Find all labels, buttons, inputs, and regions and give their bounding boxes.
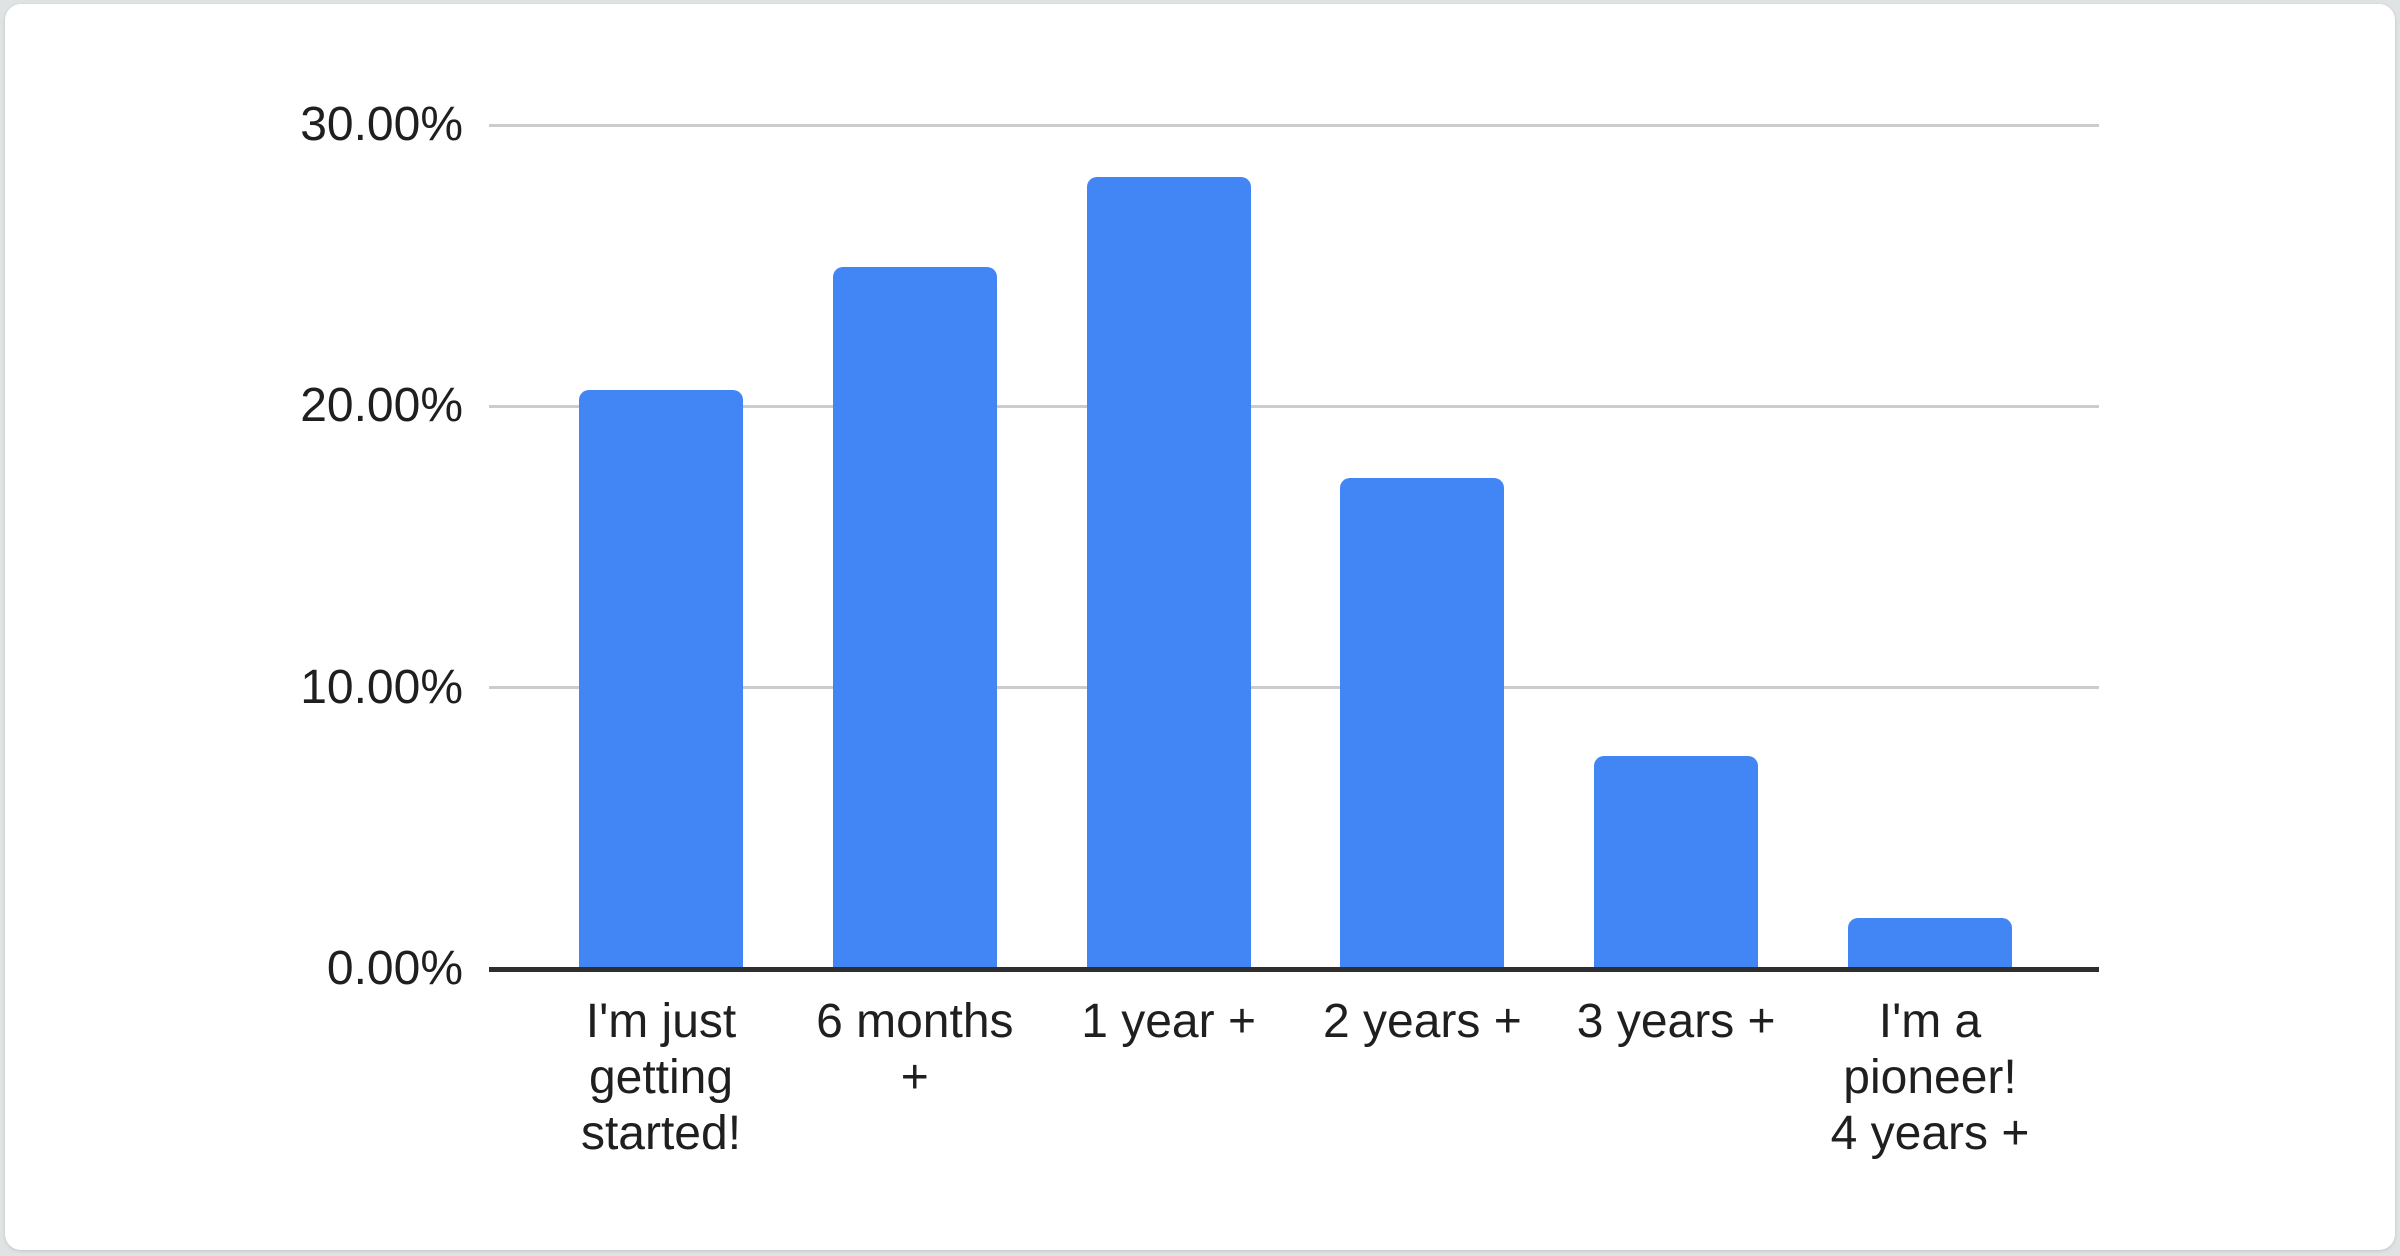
bar-4[interactable] xyxy=(1340,478,1504,967)
gridline-30 xyxy=(489,123,2099,127)
bar-2[interactable] xyxy=(833,267,997,967)
gridline-10 xyxy=(489,686,2099,690)
x-category-label: I'm just getting started! xyxy=(580,995,742,1160)
gridline-20 xyxy=(489,404,2099,408)
x-category-label: I'm a pioneer! 4 years + xyxy=(1830,995,2030,1160)
y-tick-label: 0.00% xyxy=(326,942,463,995)
bar-chart-plot-area: 0.00% 10.00% 20.00% 30.00% I'm just getting… xyxy=(5,4,2395,1250)
bar-5[interactable] xyxy=(1594,756,1758,967)
bar-1[interactable] xyxy=(579,390,743,967)
x-axis-line xyxy=(489,967,2099,972)
x-category-label: 2 years + xyxy=(1323,995,1522,1048)
y-tick-label: 10.00% xyxy=(300,660,463,714)
x-category-label: 6 months + xyxy=(816,995,1014,1104)
bar-3[interactable] xyxy=(1087,177,1251,967)
x-category-label: 1 year + xyxy=(1081,995,1256,1048)
y-tick-label: 20.00% xyxy=(300,379,463,433)
y-tick-label: 30.00% xyxy=(300,98,463,152)
x-category-label: 3 years + xyxy=(1576,995,1776,1048)
chart-card: 0.00% 10.00% 20.00% 30.00% I'm just getting… xyxy=(5,4,2395,1250)
bar-6[interactable] xyxy=(1848,918,2012,967)
